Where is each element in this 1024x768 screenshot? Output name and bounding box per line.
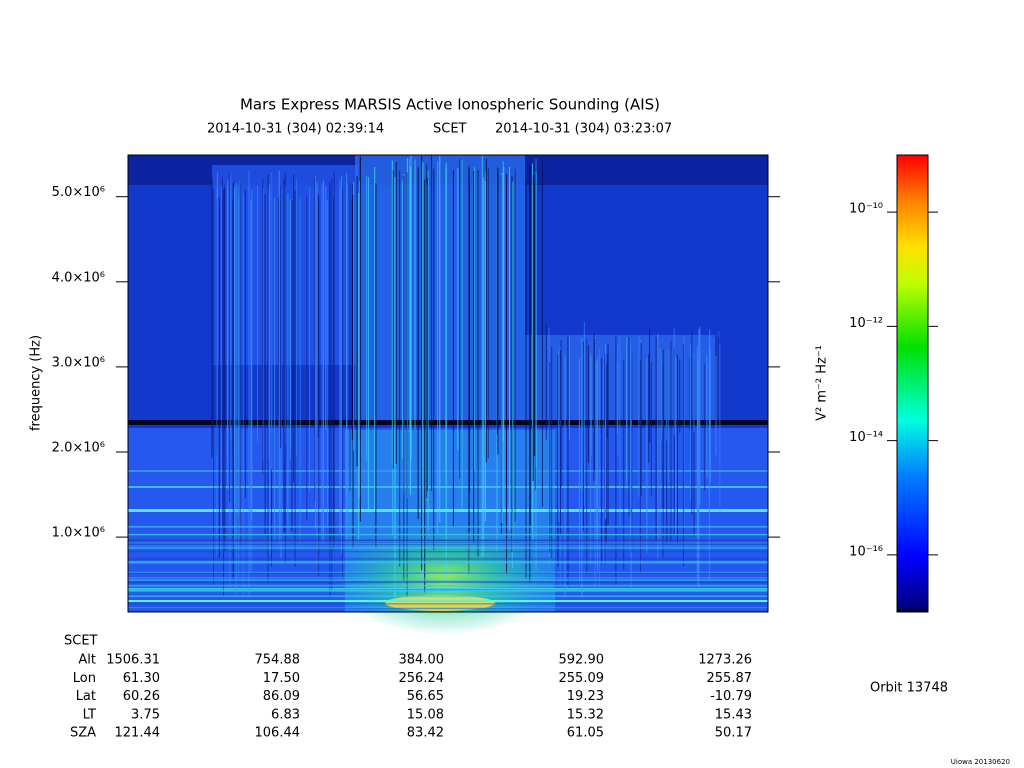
y-tick-label: 1.0×10⁶ bbox=[52, 526, 105, 541]
ephemeris-value: 61.30 bbox=[123, 671, 160, 686]
colorbar-tick-label: 10⁻¹⁶ bbox=[849, 544, 883, 559]
colorbar-tick-label: 10⁻¹⁰ bbox=[849, 202, 883, 217]
ephemeris-row-label: Lon bbox=[73, 671, 96, 686]
ephemeris-value: 754.88 bbox=[255, 653, 301, 668]
ephemeris-value: 83.42 bbox=[407, 726, 444, 741]
colorbar-label: V² m⁻² Hz⁻¹ bbox=[815, 345, 830, 421]
ephemeris-value: 61.05 bbox=[567, 726, 604, 741]
colorbar bbox=[896, 154, 929, 613]
ephemeris-value: 50.17 bbox=[715, 726, 752, 741]
ephemeris-time-label: SCET bbox=[64, 634, 98, 649]
ephemeris-value: 17.50 bbox=[263, 671, 300, 686]
orbit-label: Orbit 13748 bbox=[870, 681, 948, 696]
ephemeris-value: 56.65 bbox=[407, 689, 444, 704]
y-tick-label: 5.0×10⁶ bbox=[52, 185, 105, 200]
ephemeris-value: -10.79 bbox=[710, 689, 752, 704]
ephemeris-value: 1506.31 bbox=[106, 653, 160, 668]
ephemeris-value: 106.44 bbox=[255, 726, 301, 741]
ephemeris-value: 15.32 bbox=[567, 707, 604, 722]
ephemeris-value: 19.23 bbox=[567, 689, 604, 704]
colorbar-tick-label: 10⁻¹² bbox=[849, 316, 883, 331]
ephemeris-value: 86.09 bbox=[263, 689, 300, 704]
ephemeris-row-label: SZA bbox=[70, 726, 96, 741]
ephemeris-row-label: LT bbox=[83, 707, 96, 722]
ephemeris-row-label: Alt bbox=[78, 653, 96, 668]
ephemeris-value: 256.24 bbox=[399, 671, 445, 686]
ephemeris-value: 121.44 bbox=[115, 726, 161, 741]
start-time: 2014-10-31 (304) 02:39:14 bbox=[207, 122, 384, 137]
colorbar-tick-label: 10⁻¹⁴ bbox=[849, 430, 883, 445]
ephemeris-value: 255.09 bbox=[559, 671, 605, 686]
ephemeris-value: 3.75 bbox=[131, 707, 160, 722]
plot-frame bbox=[127, 154, 769, 613]
ephemeris-value: 60.26 bbox=[123, 689, 160, 704]
ephemeris-value: 592.90 bbox=[559, 653, 605, 668]
ephemeris-value: 255.87 bbox=[707, 671, 753, 686]
ephemeris-value: 1273.26 bbox=[698, 653, 752, 668]
y-axis-label: frequency (Hz) bbox=[29, 335, 44, 431]
y-tick-label: 4.0×10⁶ bbox=[52, 270, 105, 285]
end-time: 2014-10-31 (304) 03:23:07 bbox=[495, 122, 672, 137]
ephemeris-value: 6.83 bbox=[271, 707, 300, 722]
spectrogram-image bbox=[128, 155, 768, 635]
ephemeris-value: 384.00 bbox=[399, 653, 445, 668]
y-tick-label: 2.0×10⁶ bbox=[52, 441, 105, 456]
chart-title: Mars Express MARSIS Active Ionospheric S… bbox=[240, 96, 660, 114]
ephemeris-value: 15.08 bbox=[407, 707, 444, 722]
ephemeris-value: 15.43 bbox=[715, 707, 752, 722]
time-scale: SCET bbox=[433, 122, 467, 137]
credit: Uiowa 20130620 bbox=[951, 758, 1010, 766]
y-tick-label: 3.0×10⁶ bbox=[52, 355, 105, 370]
ephemeris-row-label: Lat bbox=[76, 689, 96, 704]
